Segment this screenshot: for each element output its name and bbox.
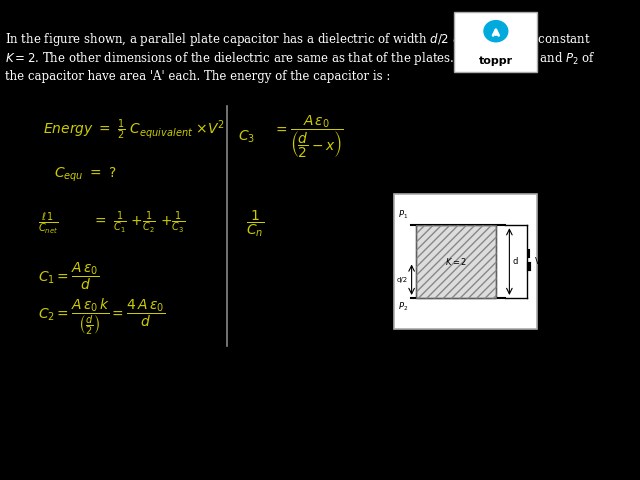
Text: toppr: toppr [479, 56, 513, 66]
Text: the capacitor have area 'A' each. The energy of the capacitor is :: the capacitor have area 'A' each. The en… [5, 70, 391, 83]
Text: $\frac{\ell \, 1}{C_{net}}$: $\frac{\ell \, 1}{C_{net}}$ [38, 211, 58, 236]
Text: In the figure shown, a parallel plate capacitor has a dielectric of width $d/2$ : In the figure shown, a parallel plate ca… [5, 31, 591, 48]
Text: $\dfrac{1}{C_n}$: $\dfrac{1}{C_n}$ [246, 208, 264, 239]
Circle shape [484, 21, 508, 42]
FancyBboxPatch shape [394, 194, 538, 329]
Text: $P_1$: $P_1$ [397, 208, 408, 220]
Text: d/2: d/2 [397, 277, 408, 283]
Text: $C_1 = \dfrac{A\,\varepsilon_0}{d}$: $C_1 = \dfrac{A\,\varepsilon_0}{d}$ [38, 260, 99, 292]
Text: $= \dfrac{A\,\varepsilon_0}{\left(\dfrac{d}{2} - x\right)}$: $= \dfrac{A\,\varepsilon_0}{\left(\dfrac… [273, 113, 344, 160]
Text: $C_3$: $C_3$ [237, 129, 255, 145]
Text: $C_2 = \dfrac{A\,\varepsilon_0\, k}{\left(\frac{d}{2}\right)} = \dfrac{4\,A\,\va: $C_2 = \dfrac{A\,\varepsilon_0\, k}{\lef… [38, 297, 165, 337]
Bar [416, 225, 496, 298]
Text: $=$ $\frac{1}{C_1}$ $+\frac{1}{C_2}$ $+\frac{1}{C_3}$: $=$ $\frac{1}{C_1}$ $+\frac{1}{C_2}$ $+\… [92, 210, 185, 236]
Bar [416, 225, 496, 298]
Text: $C_{equ}$ $=$ $?$: $C_{equ}$ $=$ $?$ [54, 166, 116, 184]
Text: $K = 2$. The other dimensions of the dielectric are same as that of the plates. : $K = 2$. The other dimensions of the die… [5, 50, 596, 67]
Text: $P_2$: $P_2$ [397, 300, 408, 313]
FancyBboxPatch shape [454, 12, 538, 72]
Text: $Energy$ $=$ $\frac{1}{2}$ $C_{equivalent}$ $\times V^{2}$: $Energy$ $=$ $\frac{1}{2}$ $C_{equivalen… [44, 118, 225, 142]
Text: d: d [513, 257, 518, 266]
Text: V: V [535, 257, 541, 266]
Text: $K=2$: $K=2$ [445, 256, 467, 267]
